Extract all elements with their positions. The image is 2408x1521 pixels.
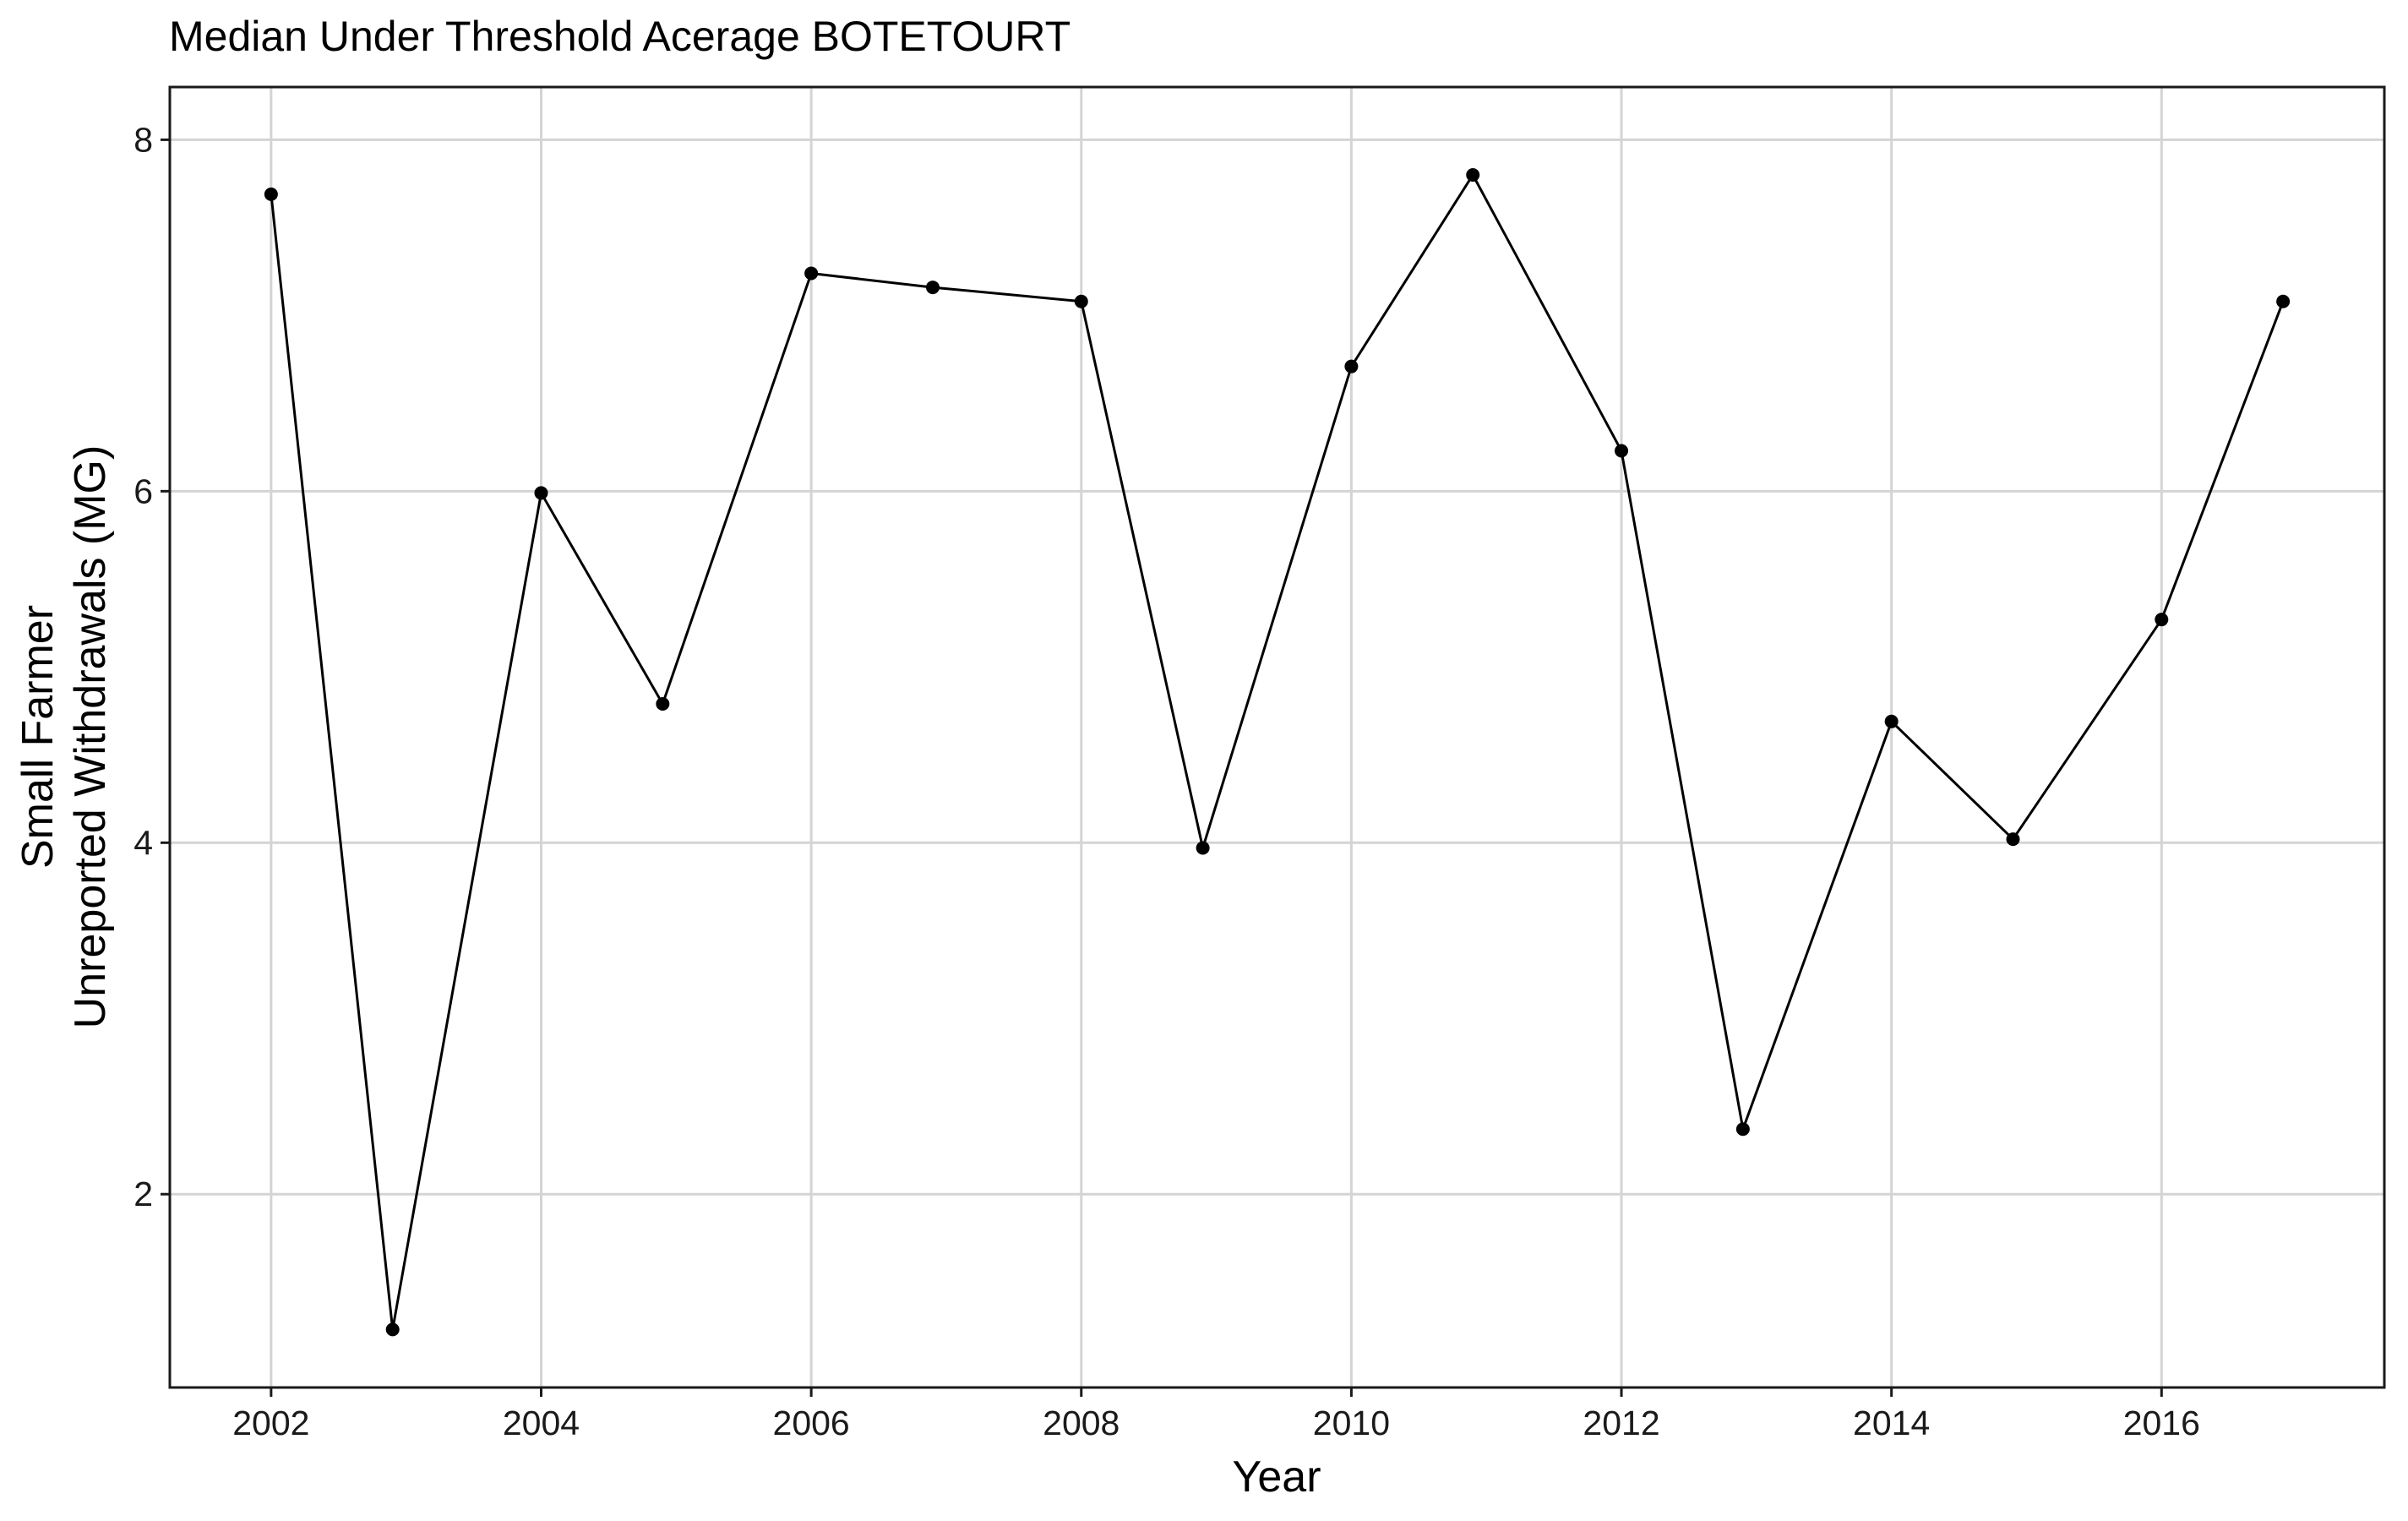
data-point bbox=[804, 266, 819, 281]
x-tick-label: 2002 bbox=[232, 1404, 309, 1442]
x-tick-label: 2014 bbox=[1853, 1404, 1930, 1442]
grid-layer bbox=[170, 87, 2384, 1387]
data-point bbox=[1074, 294, 1088, 308]
x-tick-label: 2006 bbox=[773, 1404, 850, 1442]
data-point bbox=[1735, 1122, 1750, 1137]
chart-title: Median Under Threshold Acerage BOTETOURT bbox=[169, 13, 1071, 60]
plot-panel-border bbox=[168, 85, 2386, 1389]
data-point bbox=[2155, 613, 2169, 627]
x-tick-label: 2012 bbox=[1583, 1404, 1659, 1442]
x-tick-label: 2008 bbox=[1043, 1404, 1120, 1442]
series-layer bbox=[264, 167, 2291, 1337]
x-tick-label: 2010 bbox=[1313, 1404, 1390, 1442]
series-line bbox=[270, 172, 2285, 1330]
x-tick-label: 2004 bbox=[503, 1404, 580, 1442]
data-point bbox=[2276, 294, 2291, 308]
x-tick-label: 2016 bbox=[2123, 1404, 2200, 1442]
axis-layer: 2 4 6 8 2002 2004 2006 2008 2010 2012 2014 2016 bbox=[133, 120, 2200, 1442]
y-axis-title-line-2: Unreported Withdrawals (MG) bbox=[66, 445, 115, 1029]
data-point bbox=[534, 486, 548, 500]
data-point bbox=[1884, 714, 1899, 728]
data-point bbox=[1344, 359, 1359, 373]
data-point bbox=[1196, 841, 1210, 855]
x-axis-title: Year bbox=[1232, 1453, 1321, 1502]
data-point bbox=[925, 281, 940, 295]
y-tick-label: 6 bbox=[133, 472, 153, 510]
y-axis-title-line-1: Small Farmer bbox=[14, 605, 63, 869]
data-point bbox=[1466, 167, 1480, 182]
data-point bbox=[385, 1322, 400, 1337]
data-point bbox=[1615, 444, 1629, 458]
y-tick-label: 8 bbox=[133, 120, 153, 159]
data-point bbox=[2006, 832, 2020, 847]
data-point bbox=[656, 696, 670, 711]
y-tick-label: 2 bbox=[133, 1175, 153, 1213]
data-point bbox=[264, 187, 278, 201]
y-tick-label: 4 bbox=[133, 823, 153, 862]
